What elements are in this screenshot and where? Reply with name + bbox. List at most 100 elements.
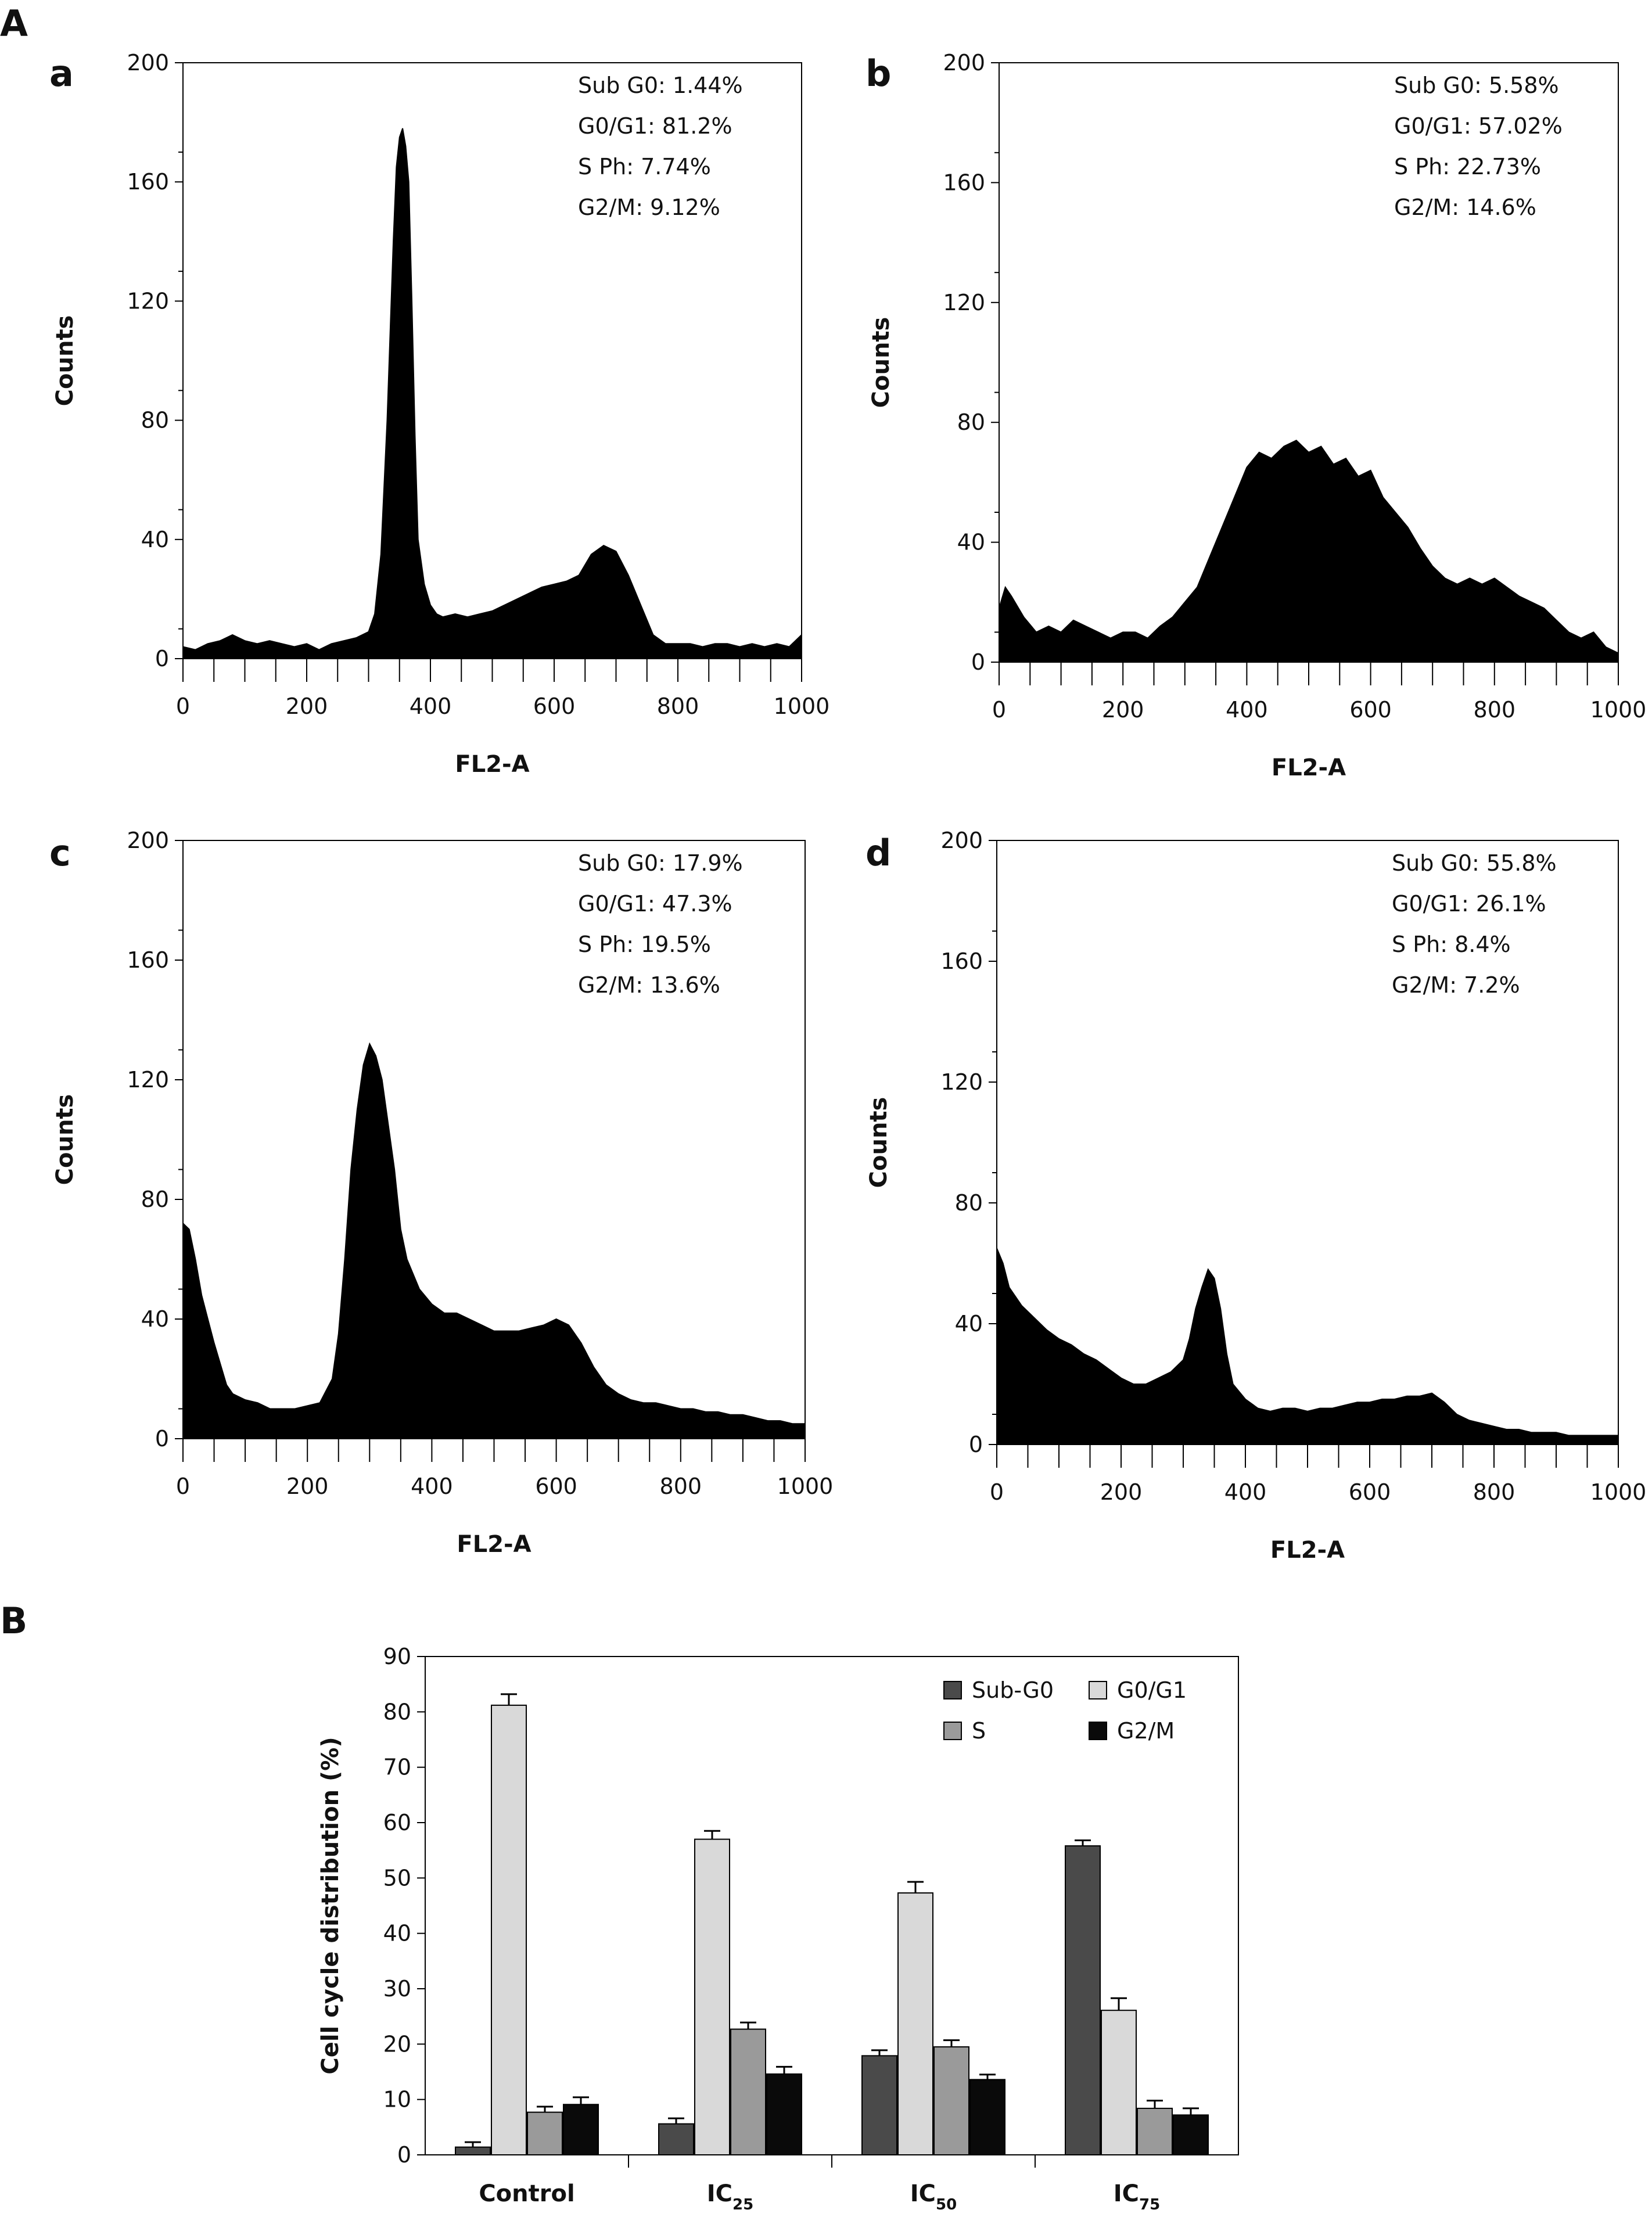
x-tick-label: 200	[1102, 697, 1144, 723]
y-tick-label: 40	[141, 1306, 169, 1332]
y-tick-label: 200	[943, 50, 985, 76]
x-tick-label: 800	[1473, 1479, 1515, 1505]
category-label-main: Control	[479, 2180, 574, 2207]
legend-swatch	[943, 1722, 962, 1740]
y-tick-label: 160	[940, 948, 983, 974]
phase-annotation: Sub G0: 1.44%	[578, 73, 743, 98]
bar-g0-g1	[491, 1704, 527, 2155]
category-label: IC75	[1114, 2180, 1160, 2214]
subpanel-label: a	[49, 52, 74, 95]
y-tick-label: 80	[141, 408, 169, 433]
x-tick-label: 0	[176, 1474, 190, 1499]
bar-sub-g0	[658, 2123, 694, 2155]
y-tick-label: 200	[127, 50, 169, 76]
x-tick-label: 1000	[1590, 697, 1647, 723]
x-tick-label: 0	[992, 697, 1006, 723]
category-label-main: IC	[910, 2180, 936, 2207]
category-label-subscript: 25	[732, 2196, 753, 2214]
histogram-area	[999, 439, 1619, 663]
x-tick-label: 1000	[1590, 1479, 1647, 1505]
histogram-area	[182, 1042, 806, 1439]
y-tick-label: 40	[955, 1311, 983, 1336]
histogram-panel-a: a 0 40 80 120 160 200 0 200 400 600 800 1000 FL2-A Cou…	[49, 50, 829, 778]
bar-g2-m	[563, 2104, 599, 2155]
x-axis-title: FL2-A	[455, 751, 529, 778]
x-axis-title: FL2-A	[457, 1531, 531, 1558]
x-tick-label: 600	[1349, 1479, 1391, 1505]
x-tick-label: 400	[410, 694, 452, 719]
y-tick-label: 80	[383, 1699, 411, 1724]
y-axis-title: Counts	[52, 315, 78, 407]
y-axis-title: Cell cycle distribution (%)	[317, 1737, 344, 2074]
bar-g0-g1	[897, 1892, 933, 2155]
x-tick-label: 800	[660, 1474, 702, 1499]
bar-g2-m	[1173, 2114, 1209, 2156]
y-tick-label: 0	[969, 1432, 983, 1457]
category-label-subscript: 50	[936, 2196, 957, 2214]
histogram-panel-d: d 0 40 80 120 160 200 0 200 400 600 800 1000 FL2-A Cou…	[865, 828, 1646, 1564]
x-tick-label: 1000	[774, 694, 830, 719]
y-tick-label: 80	[955, 1190, 983, 1216]
y-tick-label: 0	[155, 646, 169, 671]
x-tick-label: 200	[1100, 1479, 1143, 1505]
phase-annotation: G0/G1: 81.2%	[578, 113, 732, 139]
phase-annotation: S Ph: 19.5%	[578, 932, 711, 957]
y-tick-label: 10	[383, 2087, 411, 2112]
y-axis-title: Counts	[868, 317, 895, 408]
y-tick-label: 50	[383, 1865, 411, 1891]
phase-annotation: Sub G0: 55.8%	[1392, 850, 1557, 876]
bar-g2-m	[969, 2079, 1005, 2156]
x-tick-label: 0	[176, 694, 190, 719]
category-label-main: IC	[707, 2180, 732, 2207]
y-tick-label: 200	[940, 828, 983, 853]
y-tick-label: 120	[127, 288, 169, 314]
y-tick-label: 90	[383, 1644, 411, 1669]
x-axis-title: FL2-A	[1272, 754, 1346, 781]
phase-annotation: S Ph: 7.74%	[578, 154, 711, 179]
y-tick-label: 20	[383, 2031, 411, 2057]
phase-annotation: G2/M: 9.12%	[578, 195, 720, 220]
y-tick-label: 40	[141, 527, 169, 552]
category-label-main: IC	[1114, 2180, 1139, 2207]
legend-label: Sub-G0	[972, 1677, 1054, 1703]
x-tick-label: 600	[533, 694, 576, 719]
y-tick-label: 120	[940, 1069, 983, 1095]
y-axis-title: Counts	[52, 1094, 78, 1185]
y-tick-label: 40	[957, 530, 985, 555]
subpanel-label: b	[865, 52, 891, 95]
legend-label: S	[972, 1718, 986, 1744]
bar-s	[730, 2028, 766, 2155]
bar-g2-m	[766, 2073, 802, 2155]
x-tick-label: 600	[535, 1474, 577, 1499]
subpanel-label: d	[865, 832, 891, 874]
histogram-panel-c: c 0 40 80 120 160 200 0 200 400 600 800 1000 FL2-A Cou…	[49, 828, 833, 1558]
category-label-subscript: 75	[1139, 2196, 1160, 2214]
y-tick-label: 0	[155, 1426, 169, 1451]
phase-annotation: G0/G1: 47.3%	[578, 891, 732, 917]
x-axis-title: FL2-A	[1270, 1537, 1345, 1564]
x-tick-label: 800	[1474, 697, 1516, 723]
legend-swatch	[943, 1681, 962, 1699]
phase-annotation: G0/G1: 57.02%	[1394, 113, 1563, 139]
x-tick-label: 200	[286, 694, 328, 719]
bar-sub-g0	[1065, 1845, 1101, 2156]
y-tick-label: 160	[943, 170, 985, 195]
legend-label: G0/G1	[1117, 1677, 1187, 1703]
bar-s	[527, 2111, 563, 2155]
y-tick-label: 30	[383, 1976, 411, 2002]
panel-label-b-upper: B	[0, 1600, 27, 1642]
phase-annotation: Sub G0: 17.9%	[578, 850, 743, 876]
bar-sub-g0	[861, 2055, 897, 2155]
bar-s	[1137, 2107, 1173, 2155]
y-tick-label: 160	[127, 169, 169, 195]
y-tick-label: 80	[141, 1187, 169, 1212]
y-tick-label: 60	[383, 1810, 411, 1835]
y-tick-label: 120	[127, 1067, 169, 1093]
phase-annotation: G0/G1: 26.1%	[1392, 891, 1546, 917]
y-tick-label: 70	[383, 1755, 411, 1780]
legend-label: G2/M	[1117, 1718, 1175, 1744]
y-tick-label: 120	[943, 290, 985, 315]
subpanel-label: c	[49, 832, 71, 874]
